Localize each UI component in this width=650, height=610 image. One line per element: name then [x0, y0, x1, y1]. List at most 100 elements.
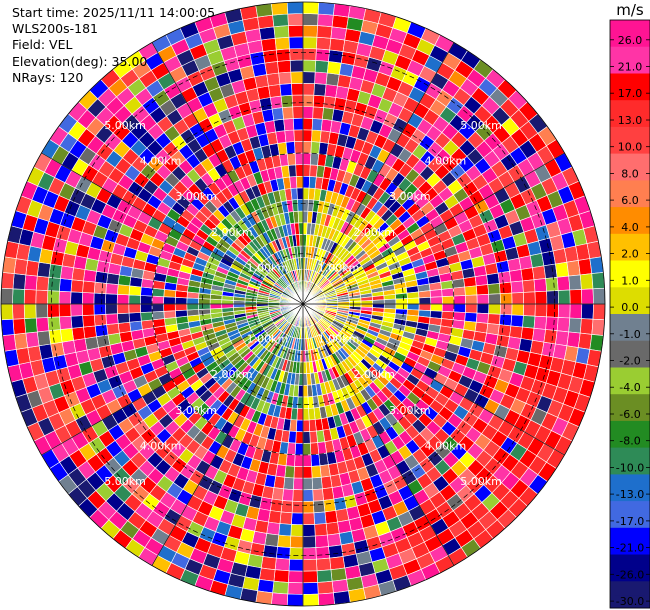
velocity-gate [329, 37, 346, 52]
velocity-gate [474, 274, 489, 287]
velocity-gate [520, 267, 535, 282]
velocity-gate [314, 60, 329, 74]
velocity-gate [546, 290, 559, 305]
velocity-gate [452, 286, 466, 297]
velocity-gate [302, 13, 319, 26]
colorbar-label-bg [615, 488, 645, 501]
velocity-gate [12, 303, 25, 320]
velocity-gate [107, 332, 122, 346]
colorbar-label-bg [615, 87, 645, 100]
velocity-gate [556, 275, 571, 291]
velocity-gate [175, 309, 188, 318]
velocity-gate [328, 544, 344, 559]
velocity-gate [314, 71, 328, 85]
velocity-gate [532, 265, 546, 281]
velocity-gate [282, 488, 294, 502]
velocity-gate [430, 303, 443, 312]
velocity-gate [441, 295, 455, 305]
velocity-gate [70, 303, 83, 317]
velocity-gate [299, 233, 304, 247]
velocity-gate [209, 307, 223, 315]
velocity-gate [35, 289, 49, 305]
velocity-gate [302, 141, 312, 154]
velocity-gate [324, 510, 338, 524]
velocity-gate [244, 303, 257, 308]
velocity-gate [418, 303, 432, 312]
velocity-gate [82, 314, 96, 328]
velocity-gate [302, 466, 313, 479]
velocity-gate [302, 419, 311, 433]
velocity-gate [116, 303, 130, 315]
colorbar-unit-label: m/s [616, 1, 644, 19]
velocity-gate [59, 315, 73, 330]
velocity-gate [282, 106, 294, 120]
colorbar-label-bg [615, 568, 645, 581]
velocity-gate [290, 524, 304, 537]
velocity-gate [331, 14, 349, 30]
velocity-gate [579, 318, 594, 335]
velocity-gate [60, 327, 74, 343]
colorbar-label-bg [615, 354, 645, 367]
velocity-gate [487, 313, 501, 325]
velocity-gate [326, 61, 342, 75]
colorbar-label-bg [615, 194, 645, 207]
polar-plot [0, 1, 606, 607]
velocity-gate [316, 25, 333, 39]
velocity-gate [259, 26, 276, 41]
velocity-gate [280, 94, 294, 108]
velocity-gate [323, 95, 337, 110]
colorbar-tick-label: -30.0 [616, 595, 644, 608]
velocity-gate [47, 276, 61, 292]
velocity-gate [198, 298, 211, 305]
velocity-gate [310, 453, 321, 467]
colorbar-label-bg [615, 381, 645, 394]
velocity-gate [290, 71, 304, 84]
velocity-gate [289, 48, 304, 61]
velocity-gate [12, 318, 27, 335]
velocity-gate [302, 384, 309, 398]
velocity-gate [317, 2, 335, 16]
velocity-gate [311, 465, 322, 479]
velocity-gate [128, 303, 141, 314]
velocity-gate [297, 396, 304, 409]
velocity-gate [292, 489, 304, 502]
velocity-gate [291, 512, 304, 526]
velocity-gate [581, 303, 594, 320]
velocity-gate [464, 285, 478, 296]
plot-info: Start time: 2025/11/11 14:00:05 WLS200s-… [12, 5, 215, 86]
velocity-gate [333, 496, 347, 511]
colorbar-label-bg [615, 327, 645, 340]
velocity-gate [70, 279, 84, 293]
colorbar-label-bg [615, 140, 645, 153]
velocity-gate [302, 82, 315, 96]
colorbar-tick-label: 26.0 [618, 34, 643, 47]
velocity-gate [395, 292, 408, 300]
velocity-gate [298, 222, 304, 235]
velocity-gate [486, 272, 500, 285]
colorbar: m/s 26.0 21.0 17.0 13.0 10.0 8.0 6.0 4.0 2.0 1.0 0.… [609, 1, 650, 609]
colorbar-label-bg [615, 595, 645, 608]
velocity-gate [35, 303, 49, 319]
velocity-gate [522, 279, 536, 293]
velocity-gate [302, 24, 318, 38]
velocity-gate [289, 176, 298, 189]
velocity-gate [302, 431, 311, 444]
velocity-gate [299, 245, 304, 258]
range-ring-label: 2.00km [211, 368, 253, 381]
velocity-gate [259, 567, 276, 582]
velocity-gate [296, 187, 304, 200]
velocity-gate [302, 396, 309, 409]
velocity-gate [294, 442, 304, 456]
velocity-gate [418, 296, 432, 305]
velocity-gate [25, 331, 40, 348]
velocity-gate [116, 293, 130, 305]
velocity-gate [545, 316, 559, 332]
velocity-gate [476, 303, 490, 315]
colorbar-tick-label: 6.0 [621, 194, 639, 207]
velocity-gate [302, 350, 307, 363]
velocity-gate [497, 270, 512, 284]
velocity-gate [577, 258, 593, 276]
colorbar-tick-label: 13.0 [618, 114, 643, 127]
velocity-gate [555, 330, 570, 347]
velocity-gate [464, 312, 478, 323]
